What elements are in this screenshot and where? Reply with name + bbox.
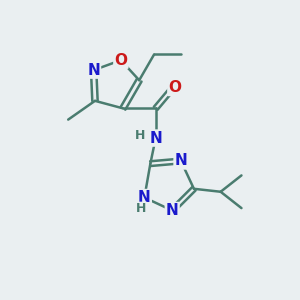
Text: H: H xyxy=(135,129,146,142)
Text: N: N xyxy=(149,130,162,146)
Text: N: N xyxy=(166,203,178,218)
Text: O: O xyxy=(114,53,128,68)
Text: N: N xyxy=(175,154,187,169)
Text: N: N xyxy=(138,190,151,205)
Text: H: H xyxy=(136,202,147,215)
Text: N: N xyxy=(87,63,100,78)
Text: O: O xyxy=(168,80,182,95)
